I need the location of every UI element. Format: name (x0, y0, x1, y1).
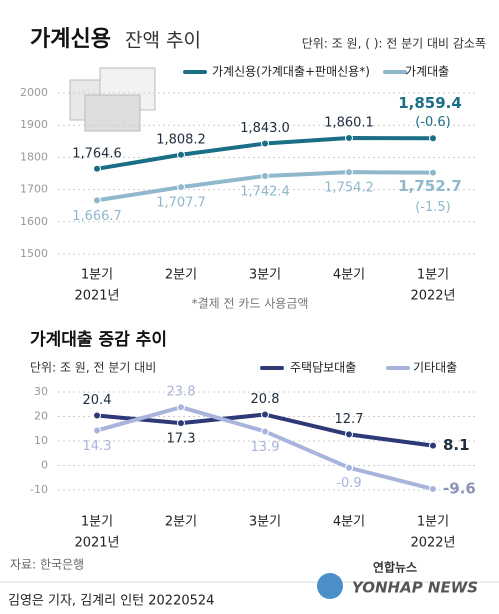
x-tick-label: 2분기 (165, 268, 197, 283)
point (261, 427, 269, 436)
data-label: 1,752.7 (398, 177, 462, 195)
bill-stack (84, 94, 141, 132)
data-label: 8.1 (443, 436, 470, 454)
x-tick-label: 1분기 (81, 515, 113, 530)
chart-title: 가계신용 (30, 27, 111, 52)
point (93, 411, 101, 420)
data-label: 1,843.0 (240, 121, 290, 136)
money-icon (69, 67, 156, 132)
legend-label: 가계신용(가계대출+판매신용*) (212, 65, 370, 79)
point (345, 430, 353, 439)
point (177, 403, 185, 412)
point (345, 463, 353, 472)
data-label: 20.8 (251, 392, 280, 407)
data-label: -0.9 (336, 476, 361, 491)
point (429, 441, 437, 450)
data-label: 1,754.2 (324, 181, 374, 196)
y-tick-label: 10 (34, 434, 48, 447)
point (177, 183, 185, 192)
legend-label: 주택담보대출 (290, 361, 356, 375)
chart-title: 잔액 추이 (125, 30, 201, 52)
data-label: 1,666.7 (72, 209, 122, 224)
x-tick-label: 3분기 (249, 515, 281, 530)
logo-ko: 연합뉴스 (373, 560, 417, 575)
point (93, 164, 101, 173)
point (261, 410, 269, 419)
unit-label: 단위: 조 원, 전 분기 대비 (30, 361, 156, 375)
data-label: 1,742.4 (240, 184, 290, 199)
data-label: 1,859.4 (398, 94, 462, 112)
logo-en: YONHAP NEWS (352, 579, 478, 597)
point (345, 134, 353, 143)
data-label: 23.8 (167, 385, 196, 400)
credit: 김영은 기자, 김계리 인턴 20220524 (8, 594, 214, 609)
x-tick-label: 1분기 (417, 515, 449, 530)
legend-label: 가계대출 (405, 65, 449, 79)
y-tick-label: -10 (30, 483, 48, 496)
point (93, 196, 101, 205)
x-tick-label: 2022년 (410, 289, 455, 304)
x-tick-label: 1분기 (81, 268, 113, 283)
y-tick-label: 1600 (20, 215, 48, 228)
point (261, 171, 269, 180)
point (345, 168, 353, 177)
point (177, 150, 185, 159)
y-tick-label: 1500 (20, 247, 48, 260)
x-tick-label: 2분기 (165, 515, 197, 530)
change-label: (-0.6) (415, 115, 451, 130)
logo-mark (317, 573, 343, 599)
data-label: -9.6 (443, 480, 476, 498)
source: 자료: 한국은행 (10, 557, 84, 572)
footnote: *결제 전 카드 사용금액 (192, 297, 309, 311)
data-label: 1,860.1 (324, 116, 374, 131)
point (177, 419, 185, 428)
data-label: 17.3 (167, 432, 196, 447)
x-tick-label: 2022년 (410, 536, 455, 551)
data-label: 1,764.6 (72, 146, 122, 161)
data-label: 12.7 (335, 412, 364, 427)
chart-title: 가계대출 증감 추이 (30, 330, 167, 350)
point (261, 139, 269, 148)
y-tick-label: 2000 (20, 86, 48, 99)
x-tick-label: 4분기 (333, 515, 365, 530)
data-label: 14.3 (83, 439, 112, 454)
point (93, 426, 101, 435)
legend-label: 기타대출 (413, 361, 457, 375)
data-label: 1,707.7 (156, 196, 206, 211)
y-tick-label: 20 (34, 410, 48, 423)
x-tick-label: 4분기 (333, 268, 365, 283)
x-tick-label: 2021년 (74, 289, 119, 304)
unit-label: 단위: 조 원, ( ): 전 분기 대비 감소폭 (302, 37, 486, 51)
x-tick-label: 3분기 (249, 268, 281, 283)
y-tick-label: 30 (34, 385, 48, 398)
y-tick-label: 1800 (20, 150, 48, 163)
y-tick-label: 0 (41, 459, 48, 472)
point (429, 485, 437, 494)
data-label: 13.9 (251, 440, 280, 455)
data-label: 1,808.2 (156, 132, 206, 147)
point (429, 168, 437, 177)
y-tick-label: 1900 (20, 118, 48, 131)
x-tick-label: 1분기 (417, 268, 449, 283)
data-label: 20.4 (83, 393, 112, 408)
x-tick-label: 2021년 (74, 536, 119, 551)
change-label: (-1.5) (415, 200, 451, 215)
y-tick-label: 1700 (20, 183, 48, 196)
point (429, 134, 437, 143)
